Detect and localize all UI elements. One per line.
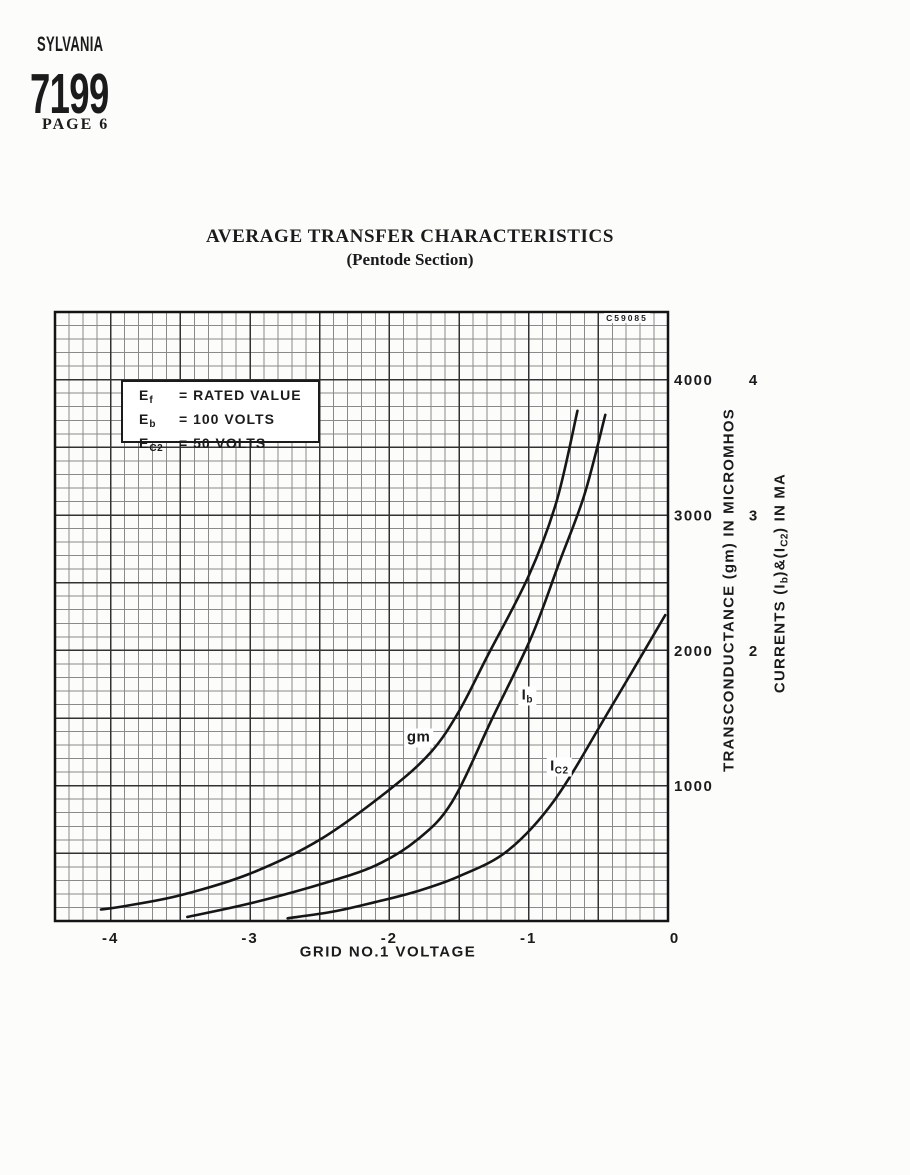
x-tick-label: -4: [102, 930, 119, 947]
current-tick-label: 2: [749, 643, 757, 660]
brand-logo: SYLVANIA: [37, 33, 104, 56]
condition-symbol: Eb: [139, 411, 156, 430]
curve-gm: [99, 409, 579, 911]
condition-row-eb: Eb = 100 VOLTS: [139, 410, 318, 434]
gm-tick-label: 4000: [674, 372, 713, 389]
chart-title: AVERAGE TRANSFER CHARACTERISTICS: [205, 226, 615, 247]
curve-ic2: [286, 613, 667, 920]
chart-title-block: AVERAGE TRANSFER CHARACTERISTICS (Pentod…: [0, 226, 820, 270]
gm-tick-label: 2000: [674, 643, 713, 660]
conditions-box: Ef = RATED VALUE Eb = 100 VOLTS EC2 = 50…: [121, 380, 320, 454]
x-tick-label: -2: [381, 930, 398, 947]
chart-subtitle: (Pentode Section): [346, 250, 474, 269]
condition-row-ec2: EC2 = 50 VOLTS: [139, 434, 318, 458]
curve-ib: [186, 413, 607, 919]
gm-tick-label: 1000: [674, 778, 713, 795]
axis-title-currents: CURRENTS (Ib)&(IC2) IN MA: [771, 472, 791, 694]
curve-label-ic2: IC2: [547, 757, 572, 777]
x-tick-label: -1: [520, 930, 537, 947]
current-tick-label: 3: [749, 508, 757, 525]
gm-tick-label: 3000: [674, 508, 713, 525]
figure-code: C59085: [604, 313, 650, 323]
condition-row-ef: Ef = RATED VALUE: [139, 386, 318, 410]
x-tick-label: 0: [670, 930, 680, 947]
page-number: PAGE 6: [42, 116, 110, 133]
curve-label-ib: Ib: [518, 686, 536, 706]
curve-label-gm: gm: [403, 728, 434, 748]
condition-symbol: EC2: [139, 435, 164, 454]
axis-title-grid-voltage: GRID NO.1 VOLTAGE: [299, 943, 477, 961]
plot-border: [53, 310, 670, 923]
condition-value: = 100 VOLTS: [179, 411, 275, 427]
current-tick-label: 4: [749, 372, 758, 389]
condition-value: = 50 VOLTS: [179, 435, 267, 451]
condition-value: = RATED VALUE: [179, 387, 302, 403]
axis-title-transconductance: TRANSCONDUCTANCE (gm) IN MICROMHOS: [720, 408, 738, 772]
tube-number: 7199: [30, 62, 109, 126]
x-tick-label: -3: [241, 930, 258, 947]
condition-symbol: Ef: [139, 387, 154, 406]
